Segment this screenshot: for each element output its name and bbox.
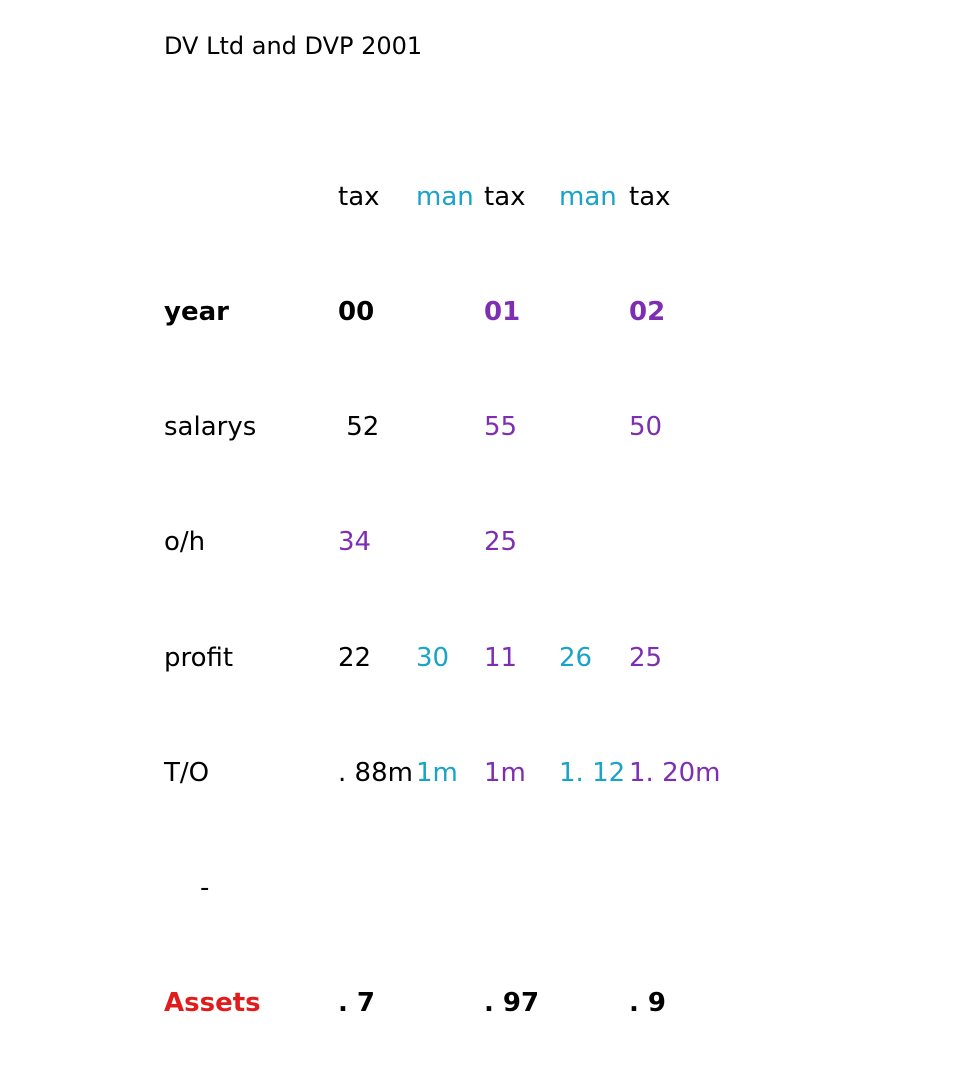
salarys-value: 50 xyxy=(629,412,663,443)
profit-value: 25 xyxy=(629,642,663,673)
year-value xyxy=(559,293,625,331)
header-tax: tax xyxy=(629,181,671,212)
column-tax-00: tax 00 52 34 22 . 88m . 7 xyxy=(338,101,413,1080)
label-to: T/O xyxy=(164,757,210,788)
salarys-value: 55 xyxy=(484,412,518,443)
year-value: 02 xyxy=(629,297,666,328)
profit-value: 30 xyxy=(416,642,450,673)
header-man: man xyxy=(559,181,617,212)
salarys-value: 52 xyxy=(338,412,380,443)
column-man-00: man 30 1m xyxy=(416,101,474,1080)
header-tax: tax xyxy=(484,181,526,212)
oh-value: 34 xyxy=(338,527,372,558)
oh-value xyxy=(629,523,720,561)
label-blank xyxy=(164,178,261,216)
blank-value xyxy=(484,869,539,907)
to-value: . 88m xyxy=(338,757,413,788)
profit-value: 11 xyxy=(484,642,518,673)
year-value: 00 xyxy=(338,297,375,328)
blank-value xyxy=(338,869,413,907)
year-value: 01 xyxy=(484,297,521,328)
profit-value: 26 xyxy=(559,642,593,673)
profit-value: 22 xyxy=(338,642,372,673)
column-tax-01: tax 01 55 25 11 1m . 97 xyxy=(484,101,539,1080)
to-value: 1. 20m xyxy=(629,757,721,788)
salarys-value xyxy=(416,408,474,446)
label-oh: o/h xyxy=(164,527,206,558)
slide-title: DV Ltd and DVP 2001 xyxy=(164,32,423,60)
header-man: man xyxy=(416,181,474,212)
to-value: 1m xyxy=(484,757,526,788)
assets-value: . 7 xyxy=(338,988,376,1019)
oh-value: 25 xyxy=(484,527,518,558)
slide: DV Ltd and DVP 2001 year salarys o/h pro… xyxy=(164,32,720,1018)
label-salarys: salarys xyxy=(164,412,257,443)
label-assets: Assets xyxy=(164,988,261,1019)
to-value: 1. 12 xyxy=(559,757,626,788)
label-year: year xyxy=(164,297,229,328)
assets-value xyxy=(416,984,474,1022)
column-man-01: man 26 1. 12 xyxy=(559,101,625,1080)
year-value xyxy=(416,293,474,331)
blank-value xyxy=(629,869,720,907)
blank-value xyxy=(416,869,474,907)
oh-value xyxy=(559,523,625,561)
label-dash: - xyxy=(200,873,210,904)
assets-value xyxy=(559,984,625,1022)
header-tax: tax xyxy=(338,181,380,212)
assets-value: . 9 xyxy=(629,988,667,1019)
column-tax-02: tax 02 50 25 1. 20m . 9 xyxy=(629,101,720,1080)
to-value: 1m xyxy=(416,757,458,788)
blank-value xyxy=(559,869,625,907)
row-labels: year salarys o/h profit T/O - Assets xyxy=(164,101,261,1080)
oh-value xyxy=(416,523,474,561)
assets-value: . 97 xyxy=(484,988,540,1019)
salarys-value xyxy=(559,408,625,446)
label-profit: profit xyxy=(164,642,234,673)
